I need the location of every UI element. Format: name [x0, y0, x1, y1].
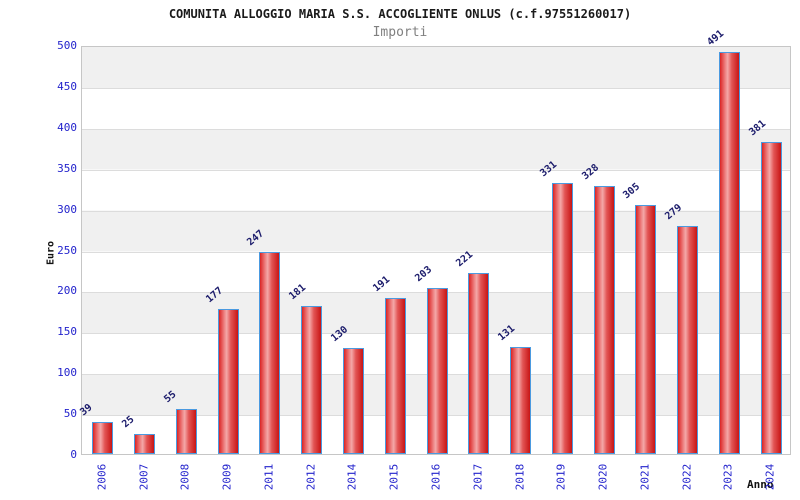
bar-2017	[468, 273, 490, 454]
bar-2009	[217, 309, 239, 454]
y-tick-label: 350	[57, 161, 77, 175]
y-tick-label: 200	[57, 284, 77, 298]
x-tick-label: 2012	[304, 463, 318, 491]
plot-area: 39 25 55 177 247 181 130 191 203 221 131 331 328 305 2…	[78, 29, 791, 455]
x-tick-label: 2007	[137, 463, 151, 491]
x-tick-label: 2023	[721, 463, 735, 491]
x-axis-label: Anno	[747, 478, 774, 491]
bar-2007	[134, 433, 156, 454]
x-tick-label: 2006	[95, 463, 109, 491]
bar-value-label: 381	[746, 118, 768, 139]
y-tick-label: 300	[57, 202, 77, 216]
x-tick-label: 2019	[554, 463, 568, 491]
bar-2019	[551, 183, 573, 454]
x-tick-label: 2016	[429, 463, 443, 491]
bar-value-label: 305	[621, 180, 643, 201]
bar-value-label: 203	[412, 264, 434, 285]
gridline	[82, 251, 790, 253]
bar-2011	[259, 251, 281, 454]
x-tick-label: 2024	[763, 463, 777, 491]
bar-2012	[301, 305, 323, 454]
y-tick-label: 150	[57, 325, 77, 339]
chart-title: COMUNITA ALLOGGIO MARIA S.S. ACCOGLIENTE…	[168, 7, 632, 21]
x-tick-label: 2014	[345, 463, 359, 491]
bar-2015	[384, 297, 406, 454]
chart-subtitle: Importi	[372, 25, 428, 40]
bar-2016	[426, 287, 448, 454]
gridline	[82, 169, 790, 171]
bar-value-label: 130	[329, 323, 351, 344]
x-tick-label: 2020	[596, 463, 610, 491]
bar-value-label: 279	[663, 201, 685, 222]
bar-2008	[175, 409, 197, 454]
bar-value-label: 131	[496, 323, 518, 344]
bar-value-label: 331	[538, 159, 559, 180]
bar-value-label: 247	[245, 228, 267, 249]
gridline	[82, 128, 790, 130]
y-tick-label: 400	[57, 120, 77, 134]
bar-2022	[677, 225, 699, 454]
x-tick-label: 2008	[178, 463, 192, 491]
x-tick-label: 2021	[638, 463, 652, 491]
gridline	[82, 87, 790, 89]
x-tick-label: 2015	[387, 463, 401, 491]
y-tick-label: 450	[57, 79, 77, 93]
bar-value-label: 181	[287, 282, 309, 303]
gridline	[82, 210, 790, 212]
y-tick-label: 250	[57, 243, 77, 257]
x-tick-label: 2018	[513, 463, 527, 491]
bar-2006	[92, 422, 114, 454]
y-tick-label: 50	[63, 407, 77, 421]
bar-2020	[593, 185, 615, 454]
bar-2018	[510, 346, 532, 454]
bar-value-label: 328	[579, 161, 601, 182]
x-tick-label: 2022	[680, 463, 694, 491]
bar-value-label: 39	[78, 402, 95, 419]
bar-2014	[342, 347, 364, 454]
bar-2023	[718, 52, 740, 454]
y-tick-label: 0	[70, 448, 77, 461]
y-tick-label: 100	[57, 366, 77, 380]
x-tick-label: 2017	[471, 463, 485, 491]
y-tick-label: 500	[57, 39, 77, 52]
x-tick-label: 2009	[220, 463, 234, 491]
bar-2024	[760, 142, 782, 454]
x-tick-label: 2011	[262, 463, 276, 491]
bar-value-label: 55	[162, 389, 179, 406]
bar-value-label: 177	[203, 285, 225, 306]
bar-2021	[635, 204, 657, 454]
